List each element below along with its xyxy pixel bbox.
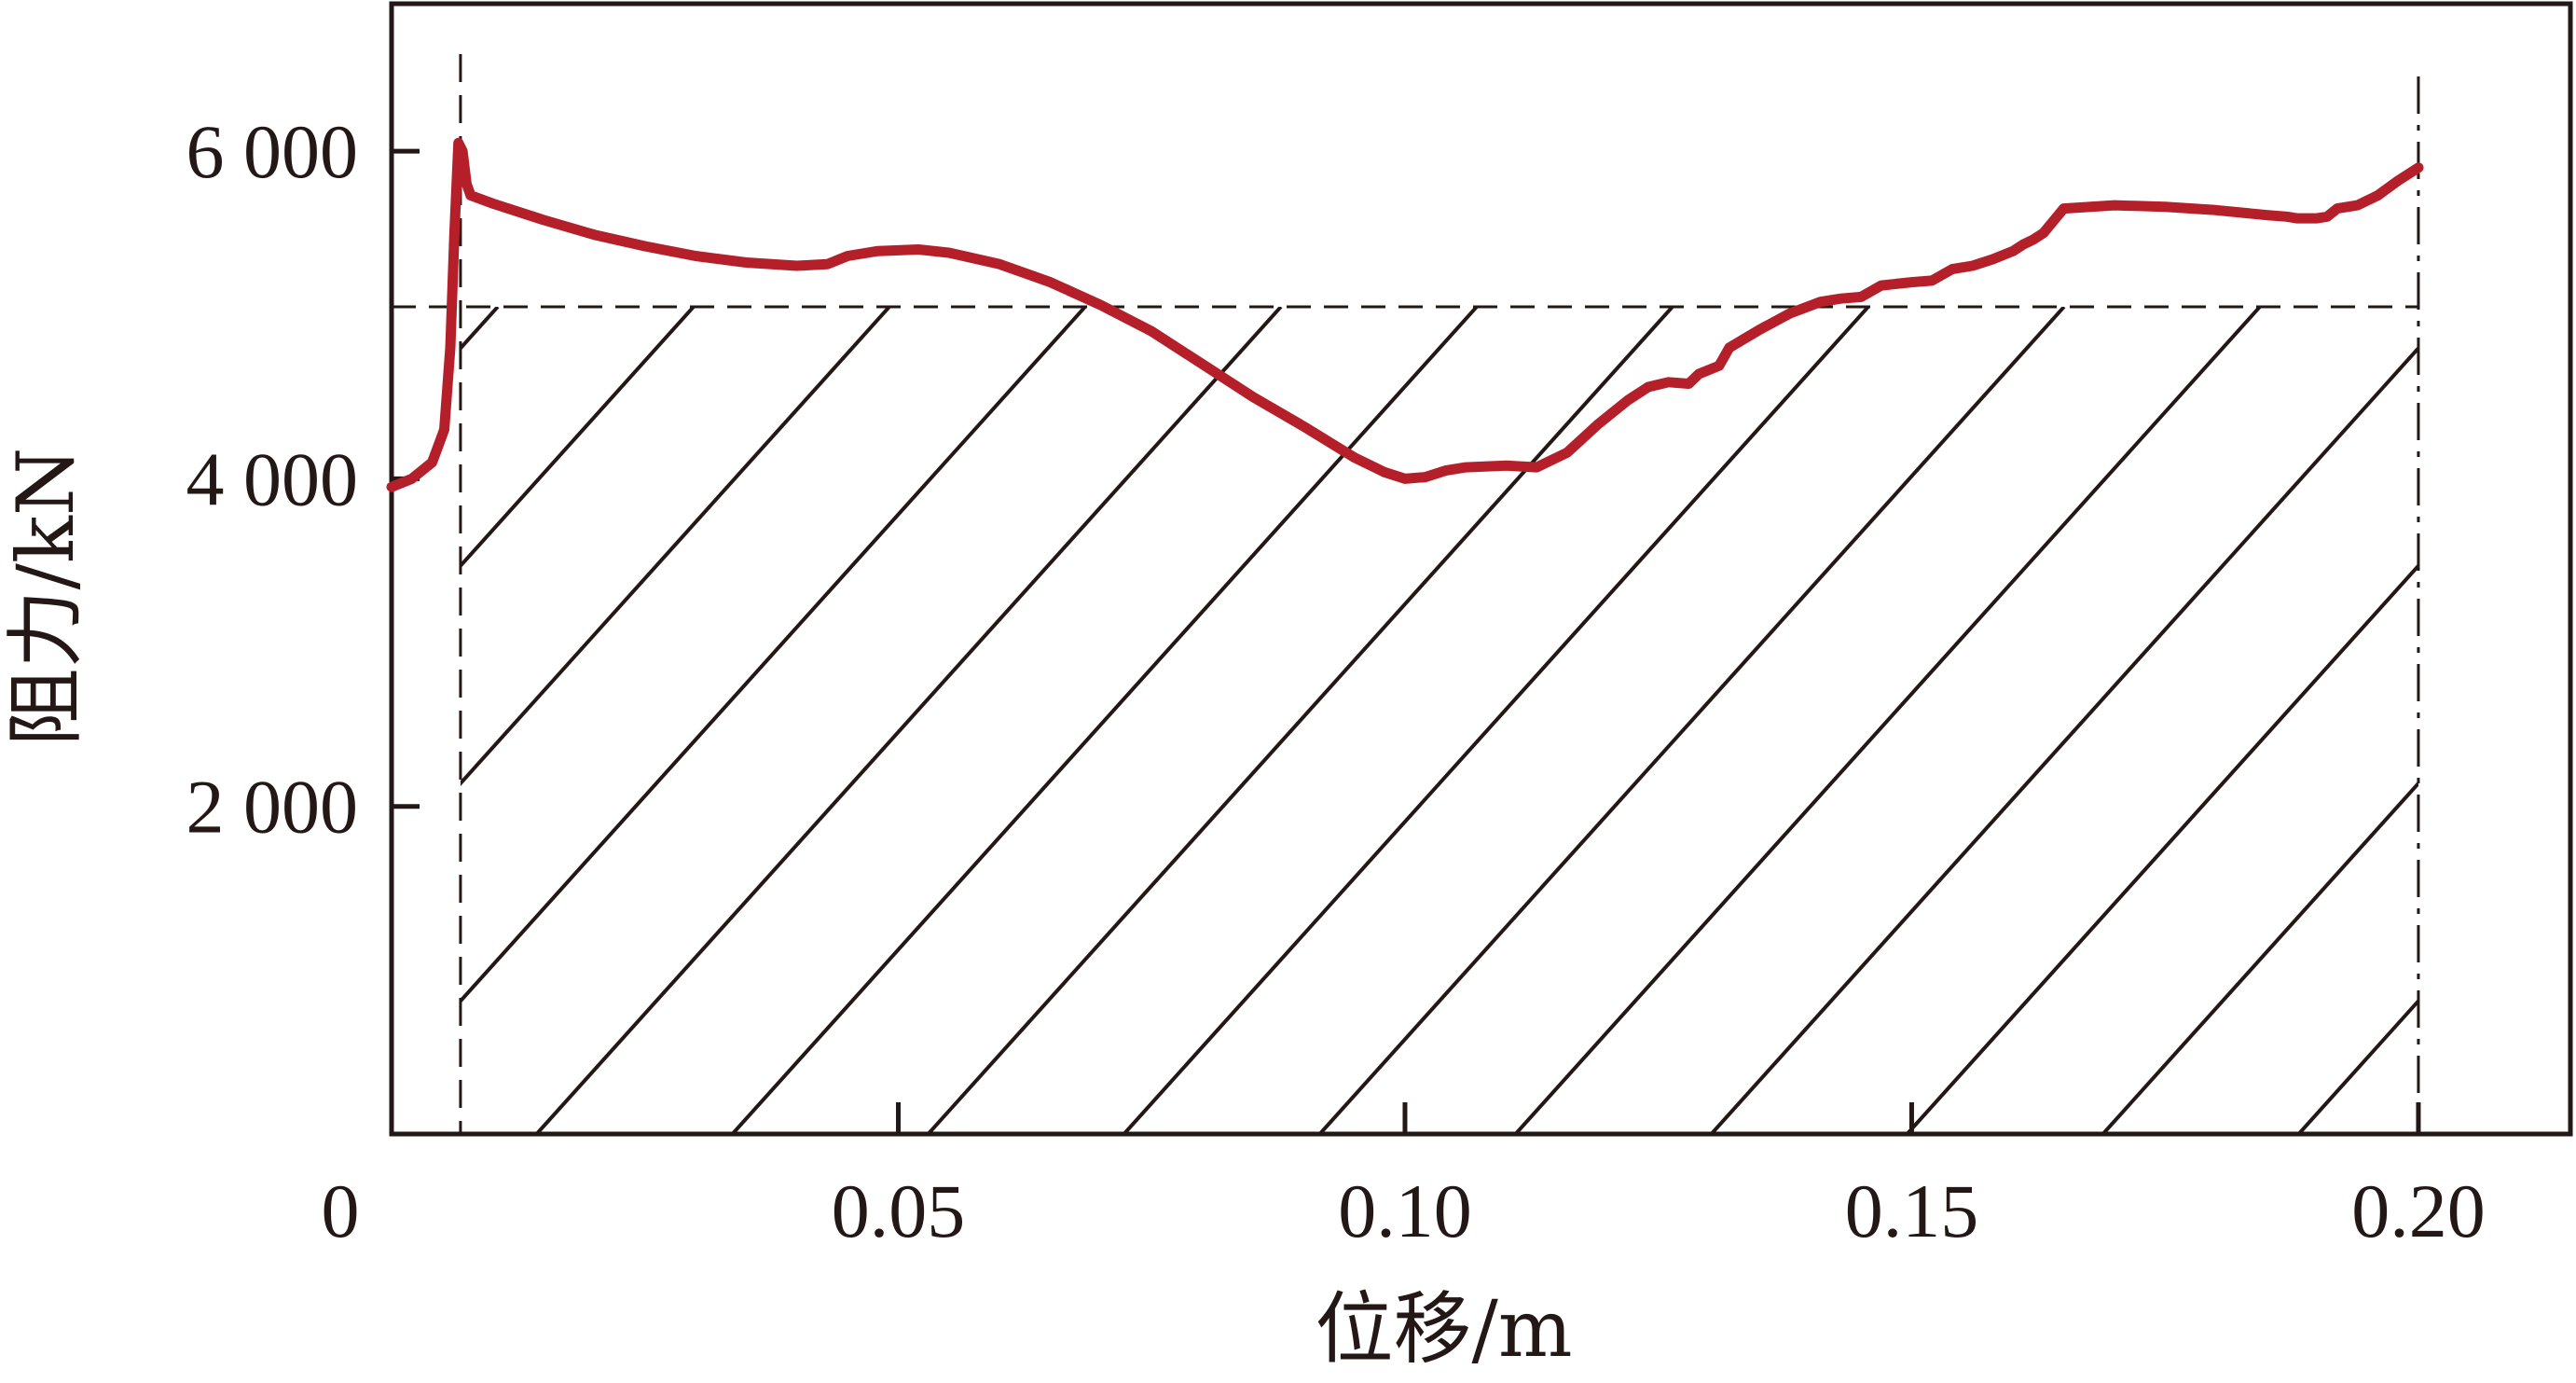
x-axis-title: 位移/m <box>1316 1283 1573 1375</box>
x-tick-label: 0.05 <box>832 1169 966 1253</box>
x-tick-label: 0.20 <box>2351 1169 2486 1253</box>
hatch-line <box>1123 306 1870 1134</box>
hatch-line <box>1710 345 2418 1134</box>
hatched-region <box>460 306 2418 1134</box>
hatch-line <box>1514 306 2262 1134</box>
x-tick-label: 0.10 <box>1338 1169 1472 1253</box>
hatch-line <box>2101 781 2418 1134</box>
y-tick-label: 2 000 <box>186 765 359 850</box>
y-tick-label: 6 000 <box>186 109 359 194</box>
series-line <box>386 137 2424 492</box>
hatch-line <box>535 306 1283 1134</box>
hatch-line <box>460 306 696 569</box>
y-axis: 2 000 4 000 6 000 <box>186 109 420 850</box>
hatch-line <box>2297 998 2418 1134</box>
hatch-line <box>731 306 1479 1134</box>
x-axis: 0 0.05 0.10 0.15 0.20 <box>322 1102 2486 1253</box>
hatch-line <box>1318 306 2066 1134</box>
hatch-line <box>460 306 891 787</box>
y-axis-title: 阻力/kN <box>0 448 91 747</box>
plot-area-frame <box>389 1 2573 1137</box>
hatch-line <box>460 306 1087 1004</box>
x-tick-label: 0 <box>322 1169 360 1253</box>
hatch-line <box>927 306 1674 1134</box>
x-tick-label: 0.15 <box>1845 1169 1979 1253</box>
reference-lines <box>392 54 2420 1134</box>
hatch-line <box>1906 562 2418 1134</box>
y-tick-label: 4 000 <box>186 436 359 521</box>
